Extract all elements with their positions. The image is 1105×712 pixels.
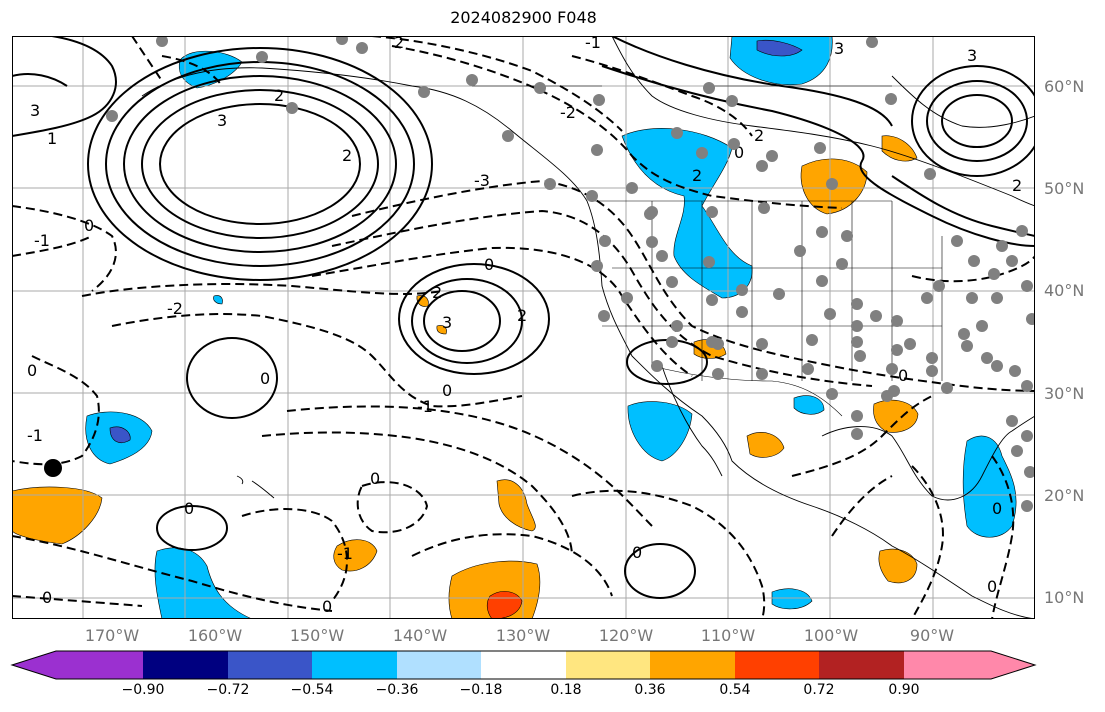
contour-label: 2 bbox=[754, 126, 764, 145]
contour-label: 0 bbox=[84, 216, 94, 235]
contour-label: 3 bbox=[217, 111, 227, 130]
colorbar-segment bbox=[143, 651, 228, 679]
contour-label: 0 bbox=[260, 369, 270, 388]
lon-label: 110°W bbox=[700, 626, 756, 645]
colorbar-segment bbox=[56, 651, 143, 679]
contour-label: 2 bbox=[394, 36, 404, 52]
lat-label: 20°N bbox=[1044, 486, 1085, 505]
colorbar-segment bbox=[481, 651, 566, 679]
contour-label: -3 bbox=[474, 171, 490, 190]
contour-label: 0 bbox=[322, 597, 332, 616]
station-markers bbox=[106, 36, 1035, 512]
anomaly-shading bbox=[12, 36, 1017, 619]
coastlines bbox=[141, 36, 1035, 619]
contour-label: 0 bbox=[184, 499, 194, 518]
map-frame bbox=[12, 36, 1035, 619]
colorbar-tick: 0.54 bbox=[719, 682, 751, 698]
contour-label: 0 bbox=[484, 255, 494, 274]
lat-label: 40°N bbox=[1044, 281, 1085, 300]
colorbar-segment bbox=[228, 651, 312, 679]
contour-label: 3 bbox=[442, 313, 452, 332]
contour-label: 2 bbox=[1012, 176, 1022, 195]
contour-label: 0 bbox=[27, 361, 37, 380]
lat-label: 50°N bbox=[1044, 179, 1085, 198]
contour-label: -1 bbox=[585, 36, 601, 52]
contour-label: -2 bbox=[560, 103, 576, 122]
contour-label: 1 bbox=[47, 129, 57, 148]
graticule bbox=[12, 36, 1035, 619]
lon-label: 100°W bbox=[803, 626, 859, 645]
colorbar-outline bbox=[10, 650, 1037, 680]
positive-contours bbox=[12, 36, 1035, 599]
lat-label: 30°N bbox=[1044, 384, 1085, 403]
colorbar-extend-min bbox=[12, 651, 56, 679]
political-borders bbox=[472, 85, 943, 417]
colorbar-tick: −0.90 bbox=[121, 682, 165, 698]
contour-label: 2 bbox=[274, 86, 284, 105]
contour-label: -1 bbox=[337, 544, 353, 563]
colorbar-tick: −0.54 bbox=[290, 682, 334, 698]
colorbar-tick: −0.72 bbox=[206, 682, 250, 698]
contour-label: 0 bbox=[987, 577, 997, 596]
lon-label: 130°W bbox=[495, 626, 551, 645]
contour-label: 3 bbox=[967, 46, 977, 65]
lon-label: 120°W bbox=[598, 626, 654, 645]
colorbar-extend-max bbox=[991, 651, 1035, 679]
contour-label: 0 bbox=[42, 588, 52, 607]
colorbar-tick: 0.36 bbox=[634, 682, 666, 698]
colorbar-segment bbox=[819, 651, 904, 679]
contour-label: 0 bbox=[992, 499, 1002, 518]
contour-label: 2 bbox=[692, 166, 702, 185]
contour-label: 2 bbox=[432, 283, 442, 302]
lon-label: 140°W bbox=[392, 626, 448, 645]
lat-label: 60°N bbox=[1044, 77, 1085, 96]
colorbar-tick: −0.18 bbox=[459, 682, 503, 698]
colorbar-segment bbox=[397, 651, 481, 679]
contour-label: -1 bbox=[27, 426, 43, 445]
contour-label: 0 bbox=[370, 469, 380, 488]
lon-label: 160°W bbox=[187, 626, 243, 645]
colorbar-tick: −0.36 bbox=[375, 682, 419, 698]
marker-dot bbox=[44, 459, 62, 477]
colorbar-segment bbox=[566, 651, 650, 679]
contour-label: 0 bbox=[898, 366, 908, 385]
contour-label: 3 bbox=[30, 101, 40, 120]
colorbar-tick: 0.18 bbox=[550, 682, 582, 698]
lon-label: 90°W bbox=[909, 626, 955, 645]
colorbar bbox=[10, 650, 1037, 680]
lon-label: 150°W bbox=[289, 626, 345, 645]
map-panel[interactable]: 1 3 3 2 2 0 -1 -2 0 2 3 2 -3 0 -1 0 0 -1… bbox=[12, 36, 1035, 619]
colorbar-segment bbox=[735, 651, 819, 679]
page-title: 2024082900 F048 bbox=[450, 8, 597, 27]
negative-contours bbox=[12, 36, 1035, 619]
colorbar-segment bbox=[904, 651, 991, 679]
contour-labels: 1 3 3 2 2 0 -1 -2 0 2 3 2 -3 0 -1 0 0 -1… bbox=[27, 36, 1022, 616]
lat-label: 10°N bbox=[1044, 588, 1085, 607]
lon-label: 170°W bbox=[84, 626, 140, 645]
contour-label: 2 bbox=[517, 306, 527, 325]
contour-label: -1 bbox=[417, 397, 433, 416]
colorbar-tick: 0.90 bbox=[888, 682, 920, 698]
contour-label: 0 bbox=[734, 143, 744, 162]
contour-label: 0 bbox=[632, 543, 642, 562]
contour-label: 3 bbox=[834, 39, 844, 58]
colorbar-tick: 0.72 bbox=[803, 682, 835, 698]
contour-label: 2 bbox=[342, 146, 352, 165]
colorbar-segments bbox=[10, 650, 1037, 680]
colorbar-segment bbox=[312, 651, 397, 679]
contour-label: -2 bbox=[167, 299, 183, 318]
contour-label: 0 bbox=[442, 381, 452, 400]
contour-label: -1 bbox=[34, 231, 50, 250]
colorbar-segment bbox=[650, 651, 735, 679]
